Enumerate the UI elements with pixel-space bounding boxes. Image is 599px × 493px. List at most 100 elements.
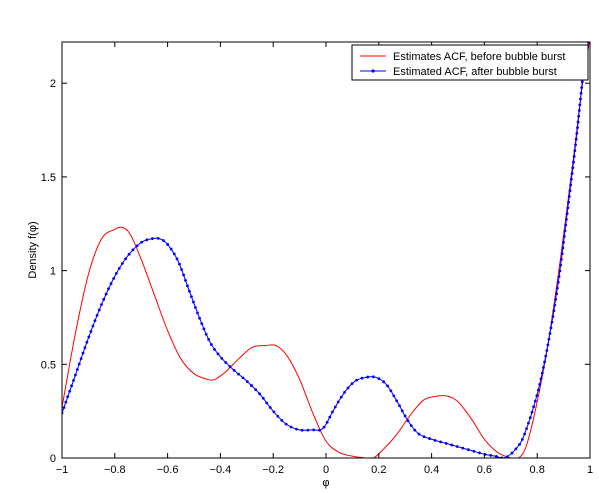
series-1-marker xyxy=(530,410,534,414)
series-1-marker xyxy=(112,277,116,280)
series-1-marker xyxy=(169,247,173,251)
series-1-marker xyxy=(104,292,108,296)
series-1-point xyxy=(246,380,248,382)
series-1-marker xyxy=(200,322,204,325)
series-1-marker xyxy=(569,183,573,187)
x-tick-label: 0.8 xyxy=(530,464,545,476)
series-1-marker xyxy=(85,340,89,344)
series-1-marker xyxy=(162,239,165,242)
series-1-point xyxy=(431,438,433,440)
series-1-marker xyxy=(413,428,417,432)
series-1-marker xyxy=(207,338,211,341)
series-1-point xyxy=(457,446,459,448)
series-1-marker xyxy=(68,389,72,393)
series-1-point xyxy=(417,433,419,435)
series-1-marker xyxy=(322,425,326,429)
x-ticks: −1 −0.8 −0.6 −0.4 −0.2 0 0.2 0.4 0.6 0.8 1 xyxy=(56,42,593,476)
series-1-point xyxy=(365,376,367,378)
series-1-point xyxy=(101,303,103,305)
series-1-marker xyxy=(254,388,258,392)
y-tick-label: 1.5 xyxy=(41,172,56,184)
y-tick-label: 2 xyxy=(50,78,56,90)
series-1-marker xyxy=(523,432,526,436)
series-1-marker xyxy=(392,394,396,398)
series-1-marker xyxy=(237,372,240,376)
series-1-marker xyxy=(95,313,99,317)
x-axis-label: φ xyxy=(322,477,329,489)
series-1-marker xyxy=(64,400,68,404)
series-1-marker xyxy=(557,275,561,278)
series-1-marker xyxy=(289,425,293,429)
series-1-marker xyxy=(258,392,261,396)
series-1-marker xyxy=(172,252,176,256)
series-1-marker xyxy=(89,330,93,333)
series-1-marker xyxy=(228,365,232,368)
series-1-marker xyxy=(77,362,81,366)
series-1-marker xyxy=(409,424,413,427)
series-1-marker xyxy=(510,451,514,455)
series-1-marker xyxy=(549,326,553,330)
x-tick-label: 0.2 xyxy=(371,464,386,476)
series-1-marker xyxy=(306,428,310,432)
series-1-marker xyxy=(102,297,106,301)
series-1-marker xyxy=(566,206,570,210)
series-1-marker xyxy=(377,377,381,380)
series-1-marker xyxy=(551,315,555,318)
series-1-marker xyxy=(567,200,570,204)
series-1-point xyxy=(568,198,570,200)
series-1-marker xyxy=(325,420,329,424)
x-tick-label: 1 xyxy=(587,464,593,476)
series-1-marker xyxy=(589,35,592,38)
series-1-marker xyxy=(156,236,160,240)
series-1-marker xyxy=(528,416,532,420)
series-1-marker xyxy=(360,376,364,380)
y-axis-label: Density f(φ) xyxy=(27,221,39,278)
series-1-marker xyxy=(216,352,220,356)
series-1-marker xyxy=(533,399,537,403)
series-1-marker xyxy=(350,382,354,386)
series-1-marker xyxy=(573,149,577,153)
series-1-point xyxy=(515,448,517,450)
x-tick-label: −0.8 xyxy=(104,464,126,476)
series-1-marker xyxy=(241,376,245,380)
series-1-marker xyxy=(333,405,337,409)
series-1-marker xyxy=(565,217,568,221)
series-1-marker xyxy=(403,414,407,418)
series-1-marker xyxy=(188,289,191,293)
series-1-marker xyxy=(97,308,101,312)
series-1-marker xyxy=(117,267,121,270)
series-1-point xyxy=(114,275,116,277)
legend-box xyxy=(351,44,589,81)
series-1-marker xyxy=(232,369,236,372)
series-1-marker xyxy=(572,160,575,164)
series-1-marker xyxy=(540,371,544,375)
series-1-marker xyxy=(494,455,498,458)
legend-label-before: Estimates ACF, before bubble burst xyxy=(393,51,565,63)
series-1-marker xyxy=(576,120,580,124)
series-1-point xyxy=(320,429,322,431)
series-1-point xyxy=(127,255,129,257)
series-1-marker xyxy=(336,400,340,404)
series-1-marker xyxy=(339,395,343,399)
series-1-marker xyxy=(520,437,524,441)
series-1-point xyxy=(470,450,472,451)
series-1-marker xyxy=(559,263,563,267)
series-1-marker xyxy=(544,354,548,358)
series-1-marker xyxy=(579,91,583,95)
x-tick-label: 0 xyxy=(323,464,329,476)
series-1-marker xyxy=(109,282,113,286)
series-1-point xyxy=(259,393,261,395)
series-1-marker xyxy=(202,327,206,331)
series-1-marker xyxy=(558,269,562,273)
series-1-marker xyxy=(280,418,284,422)
series-1-marker xyxy=(572,154,576,158)
series-1-marker xyxy=(535,394,539,397)
series-1-marker xyxy=(428,437,431,440)
series-1-marker xyxy=(553,303,557,307)
series-1-marker xyxy=(186,284,189,288)
series-1-marker xyxy=(550,320,554,324)
x-tick-label: 0.6 xyxy=(477,464,492,476)
series-1-marker xyxy=(472,449,476,453)
series-1-marker xyxy=(578,103,582,107)
series-1-marker xyxy=(107,287,110,291)
